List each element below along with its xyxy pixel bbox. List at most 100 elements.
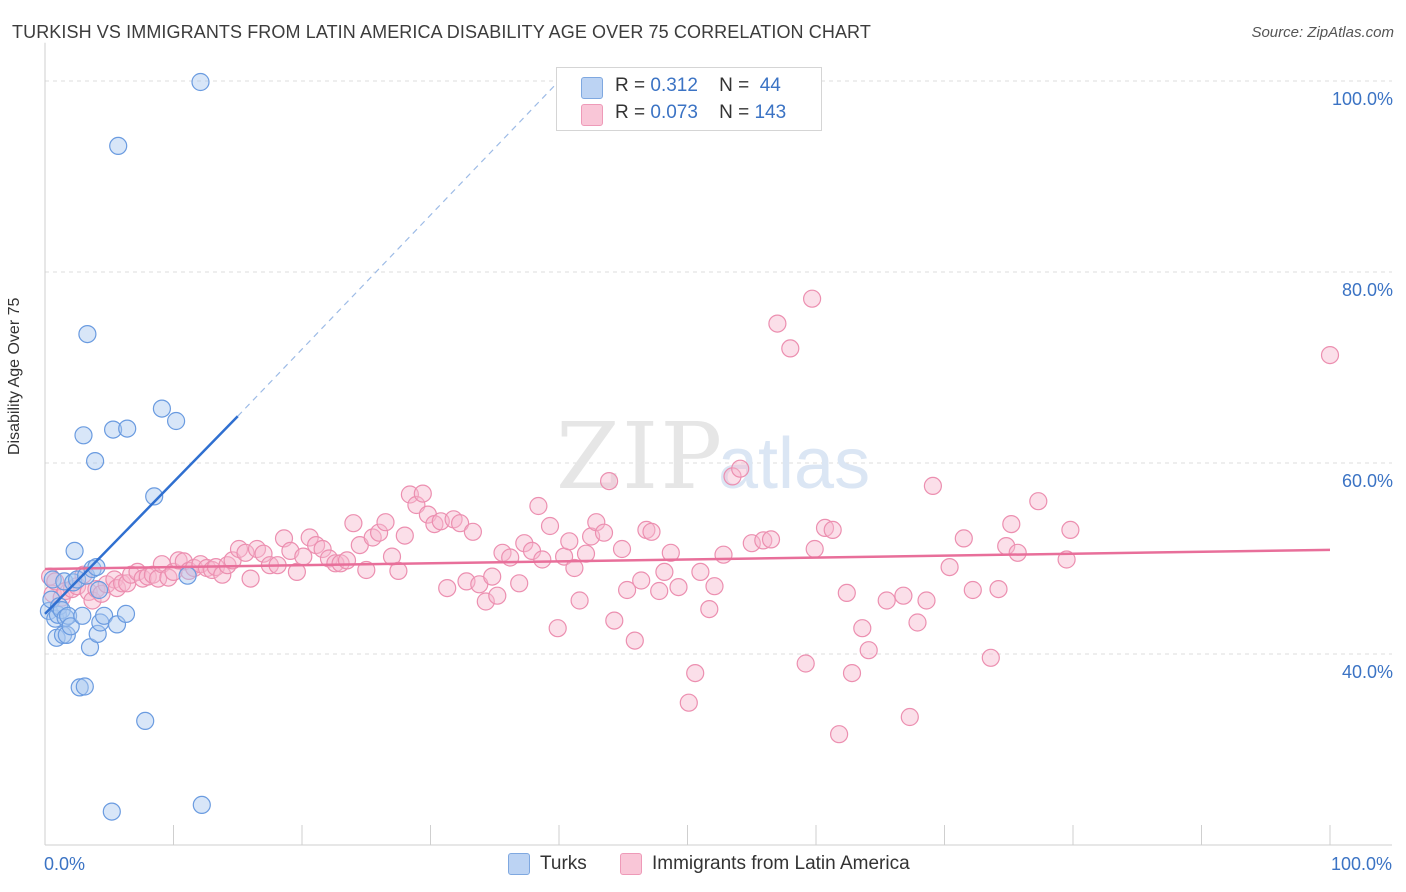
- latin-point: [540, 516, 560, 536]
- latin-point: [981, 648, 1000, 667]
- latin-point: [679, 693, 698, 712]
- trendlines: [44, 80, 1331, 615]
- latin-point: [940, 557, 959, 577]
- x-tick-label: 0.0%: [44, 854, 85, 874]
- latin-point: [617, 580, 637, 600]
- turks-r-label: R =: [615, 75, 646, 96]
- latin-point: [565, 558, 584, 578]
- latin-point: [853, 619, 872, 638]
- latin-point: [781, 339, 800, 358]
- watermark-atlas: atlas: [718, 424, 870, 504]
- turks-point: [102, 802, 121, 821]
- latin-trendline: [44, 548, 1331, 571]
- latin-point: [236, 543, 255, 562]
- latin-point: [389, 561, 408, 581]
- latin-point: [859, 641, 878, 660]
- latin-point: [83, 591, 102, 610]
- latin-point: [661, 543, 680, 562]
- chart-title: TURKISH VS IMMIGRANTS FROM LATIN AMERICA…: [12, 22, 871, 42]
- latin-point: [1057, 550, 1076, 569]
- stats-legend: R = 0.312 N = 44 R = 0.073 N = 143: [556, 67, 822, 131]
- latin-point: [829, 725, 849, 744]
- latin-point: [908, 613, 927, 632]
- latin-point: [515, 534, 534, 553]
- latin-points: [40, 289, 1340, 744]
- latin-point: [254, 544, 273, 563]
- turks-point: [61, 617, 80, 636]
- latin-point: [700, 599, 719, 619]
- watermark: ZIP atlas: [556, 403, 870, 510]
- latin-point: [805, 539, 824, 559]
- turks-point: [107, 615, 127, 634]
- turks-point: [116, 604, 136, 624]
- latin-point: [1320, 346, 1340, 365]
- latin-point: [669, 577, 688, 597]
- x-tick-label: 100.0%: [1331, 854, 1392, 874]
- latin-point: [560, 532, 579, 551]
- latin-point: [395, 526, 414, 545]
- latin-point: [731, 459, 750, 478]
- y-tick-label: 80.0%: [1342, 280, 1393, 300]
- latin-point: [625, 631, 644, 650]
- latin-point: [894, 586, 913, 605]
- latin-point: [376, 513, 395, 532]
- latin-point: [413, 484, 432, 503]
- axes: [44, 42, 1392, 846]
- latin-point: [837, 583, 856, 603]
- latin-point: [963, 580, 982, 600]
- latin-point: [900, 707, 919, 727]
- latin-point: [599, 472, 619, 491]
- latin-point: [754, 531, 773, 550]
- latin-point: [570, 591, 589, 610]
- latin-point: [842, 663, 862, 683]
- latin-point: [313, 539, 332, 559]
- turks-n-label: N =: [719, 75, 750, 96]
- turks-point: [145, 487, 164, 506]
- turks-point: [75, 677, 94, 696]
- latin-point: [370, 523, 389, 542]
- latin-point: [357, 560, 376, 580]
- latin-point: [1008, 543, 1027, 562]
- latin-point: [917, 591, 936, 610]
- latin-point: [400, 485, 419, 504]
- latin-point: [723, 467, 742, 486]
- turks-point: [73, 606, 92, 625]
- latin-point: [742, 534, 761, 553]
- latin-r-label: R =: [615, 102, 646, 123]
- latin-point: [344, 514, 363, 533]
- turks-points: [39, 72, 211, 821]
- latin-point: [1061, 520, 1080, 540]
- turks-point: [136, 711, 155, 731]
- latin-point: [287, 562, 306, 582]
- turks-point: [167, 411, 186, 431]
- latin-point: [1002, 514, 1021, 534]
- latin-point: [691, 562, 710, 582]
- y-tick-label: 40.0%: [1342, 662, 1393, 682]
- turks-point: [191, 72, 210, 92]
- turks-point: [88, 624, 107, 644]
- latin-point: [705, 577, 724, 596]
- latin-point: [612, 539, 632, 559]
- latin-point: [300, 528, 319, 547]
- y-tick-label: 60.0%: [1342, 471, 1393, 491]
- turks-point: [109, 136, 128, 155]
- latin-point: [954, 529, 973, 548]
- chart-source: Source: ZipAtlas.com: [1251, 24, 1394, 41]
- latin-point: [337, 551, 357, 570]
- legend-latin-label: Immigrants from Latin America: [652, 853, 910, 874]
- turks-trendline-extension: [237, 80, 560, 417]
- tick-labels: 40.0% 60.0% 80.0% 100.0% 0.0% 100.0%: [44, 89, 1393, 874]
- turks-n-value: 44: [759, 75, 781, 96]
- latin-point: [438, 578, 457, 598]
- legend-turks-label: Turks: [540, 853, 587, 874]
- latin-point: [642, 522, 661, 541]
- latin-r-value: 0.073: [650, 102, 698, 123]
- latin-point: [533, 550, 552, 569]
- legend-turks-swatch: [508, 853, 530, 875]
- turks-point: [103, 420, 123, 439]
- latin-point: [761, 530, 781, 549]
- legend-latin-swatch: [620, 853, 642, 875]
- turks-point: [70, 678, 89, 697]
- latin-point: [529, 496, 548, 516]
